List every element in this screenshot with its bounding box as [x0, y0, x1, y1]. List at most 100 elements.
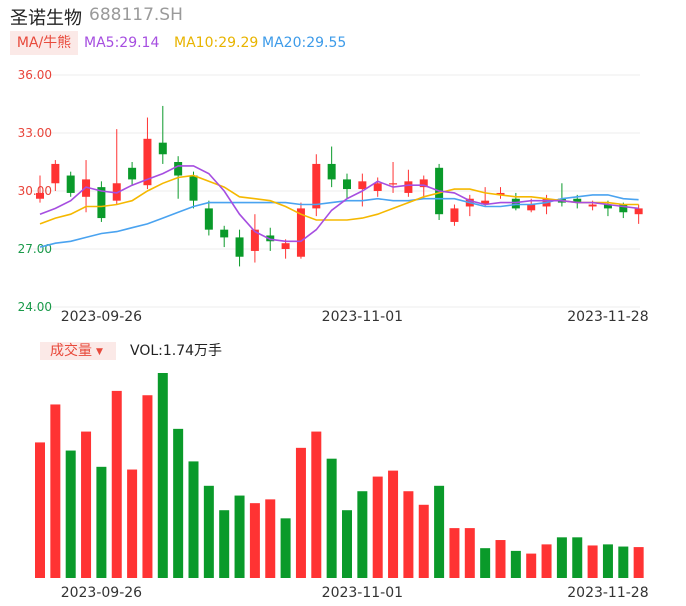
- candle-body: [296, 208, 305, 257]
- candle-body: [143, 138, 152, 186]
- volume-bar: [127, 469, 138, 578]
- candle-body: [373, 183, 382, 191]
- candle-body: [189, 175, 198, 201]
- stock-name: 圣诺生物: [10, 8, 82, 29]
- candle-body: [511, 198, 520, 209]
- x-tick-label: 2023-11-01: [322, 309, 403, 325]
- volume-bar: [418, 504, 429, 578]
- y-tick-label: 24.00: [18, 300, 52, 314]
- x-tick-label: 2023-09-26: [61, 585, 142, 601]
- volume-bar: [280, 518, 291, 578]
- volume-bar: [587, 545, 598, 578]
- volume-bar: [464, 528, 475, 578]
- volume-bar: [618, 546, 629, 578]
- candle-body: [634, 208, 643, 215]
- candle-body: [97, 187, 106, 219]
- volume-bar: [295, 447, 306, 578]
- volume-bar: [403, 491, 414, 578]
- volume-bar: [495, 540, 506, 578]
- volume-bar: [265, 499, 276, 578]
- candle-body: [343, 179, 351, 190]
- candle-body: [358, 181, 367, 190]
- volume-bar: [434, 485, 445, 578]
- volume-bar: [219, 510, 230, 578]
- volume-bar: [111, 390, 122, 578]
- candle-body: [603, 204, 612, 209]
- volume-bar: [602, 544, 613, 578]
- candle-body: [36, 192, 44, 199]
- candle-body: [312, 163, 321, 209]
- volume-bar: [157, 373, 168, 578]
- volume-bar: [572, 537, 583, 578]
- ma20-line: [39, 194, 639, 248]
- x-tick-label: 2023-11-28: [567, 585, 648, 601]
- y-tick-label: 30.00: [18, 184, 52, 198]
- candle-body: [51, 163, 60, 184]
- ma5-legend: MA5:29.14: [84, 35, 160, 51]
- volume-bar: [510, 550, 521, 578]
- candle-body: [496, 192, 505, 195]
- volume-bar: [449, 528, 460, 578]
- candle-body: [389, 183, 398, 185]
- x-tick-label: 2023-11-28: [567, 309, 648, 325]
- volume-bar: [249, 503, 260, 578]
- volume-bar: [65, 450, 76, 578]
- volume-bar: [541, 544, 552, 578]
- volume-bar: [311, 431, 322, 578]
- volume-bar: [480, 548, 491, 578]
- candle-body: [158, 142, 167, 155]
- volume-bar: [142, 395, 153, 578]
- volume-bar: [326, 458, 337, 578]
- stock-code: 688117.SH: [89, 5, 183, 25]
- volume-bar: [357, 491, 368, 578]
- ma5-line: [39, 165, 639, 243]
- volume-bar: [342, 510, 352, 578]
- candle-body: [588, 204, 597, 207]
- volume-bar: [372, 476, 383, 578]
- candle-body: [527, 204, 536, 211]
- volume-value: VOL:1.74万手: [130, 343, 223, 359]
- volume-bar: [633, 547, 644, 578]
- y-tick-label: 27.00: [18, 242, 52, 256]
- volume-bar: [81, 431, 92, 578]
- candle-body: [220, 229, 229, 238]
- volume-tag-label: 成交量: [50, 343, 92, 359]
- candle-body: [112, 183, 121, 201]
- candle-body: [573, 198, 582, 203]
- volume-bar: [234, 495, 245, 578]
- volume-bar: [556, 537, 567, 578]
- y-tick-label: 33.00: [18, 126, 52, 140]
- candle-body: [174, 162, 183, 176]
- dropdown-arrow-icon: ▼: [96, 347, 103, 357]
- volume-bar: [203, 485, 214, 578]
- candle-body: [404, 181, 413, 193]
- candle-body: [281, 243, 290, 249]
- volume-indicator-tag[interactable]: 成交量 ▼: [40, 342, 116, 360]
- candle-body: [250, 229, 259, 251]
- x-tick-label: 2023-11-01: [322, 585, 403, 601]
- volume-bar: [188, 461, 199, 578]
- candle-body: [619, 204, 628, 213]
- ma-indicator-tag[interactable]: MA/牛熊: [10, 31, 78, 55]
- volume-bar: [35, 442, 45, 578]
- x-tick-label: 2023-09-26: [61, 309, 142, 325]
- y-tick-label: 36.00: [18, 68, 52, 82]
- candle-body: [327, 163, 336, 180]
- candle-body: [450, 208, 459, 222]
- candle-body: [66, 175, 75, 193]
- ma10-legend: MA10:29.29: [174, 35, 259, 51]
- volume-bar: [173, 428, 184, 578]
- candle-body: [419, 179, 428, 188]
- volume-bar: [526, 553, 537, 578]
- candle-body: [481, 200, 490, 205]
- volume-bar: [50, 404, 61, 578]
- candle-body: [266, 235, 275, 242]
- candle-body: [235, 237, 244, 257]
- candle-body: [204, 208, 213, 230]
- volume-bar: [96, 466, 107, 578]
- ma10-line: [39, 174, 639, 225]
- volume-bar: [388, 470, 399, 578]
- ma20-legend: MA20:29.55: [262, 35, 347, 51]
- candle-body: [128, 167, 137, 180]
